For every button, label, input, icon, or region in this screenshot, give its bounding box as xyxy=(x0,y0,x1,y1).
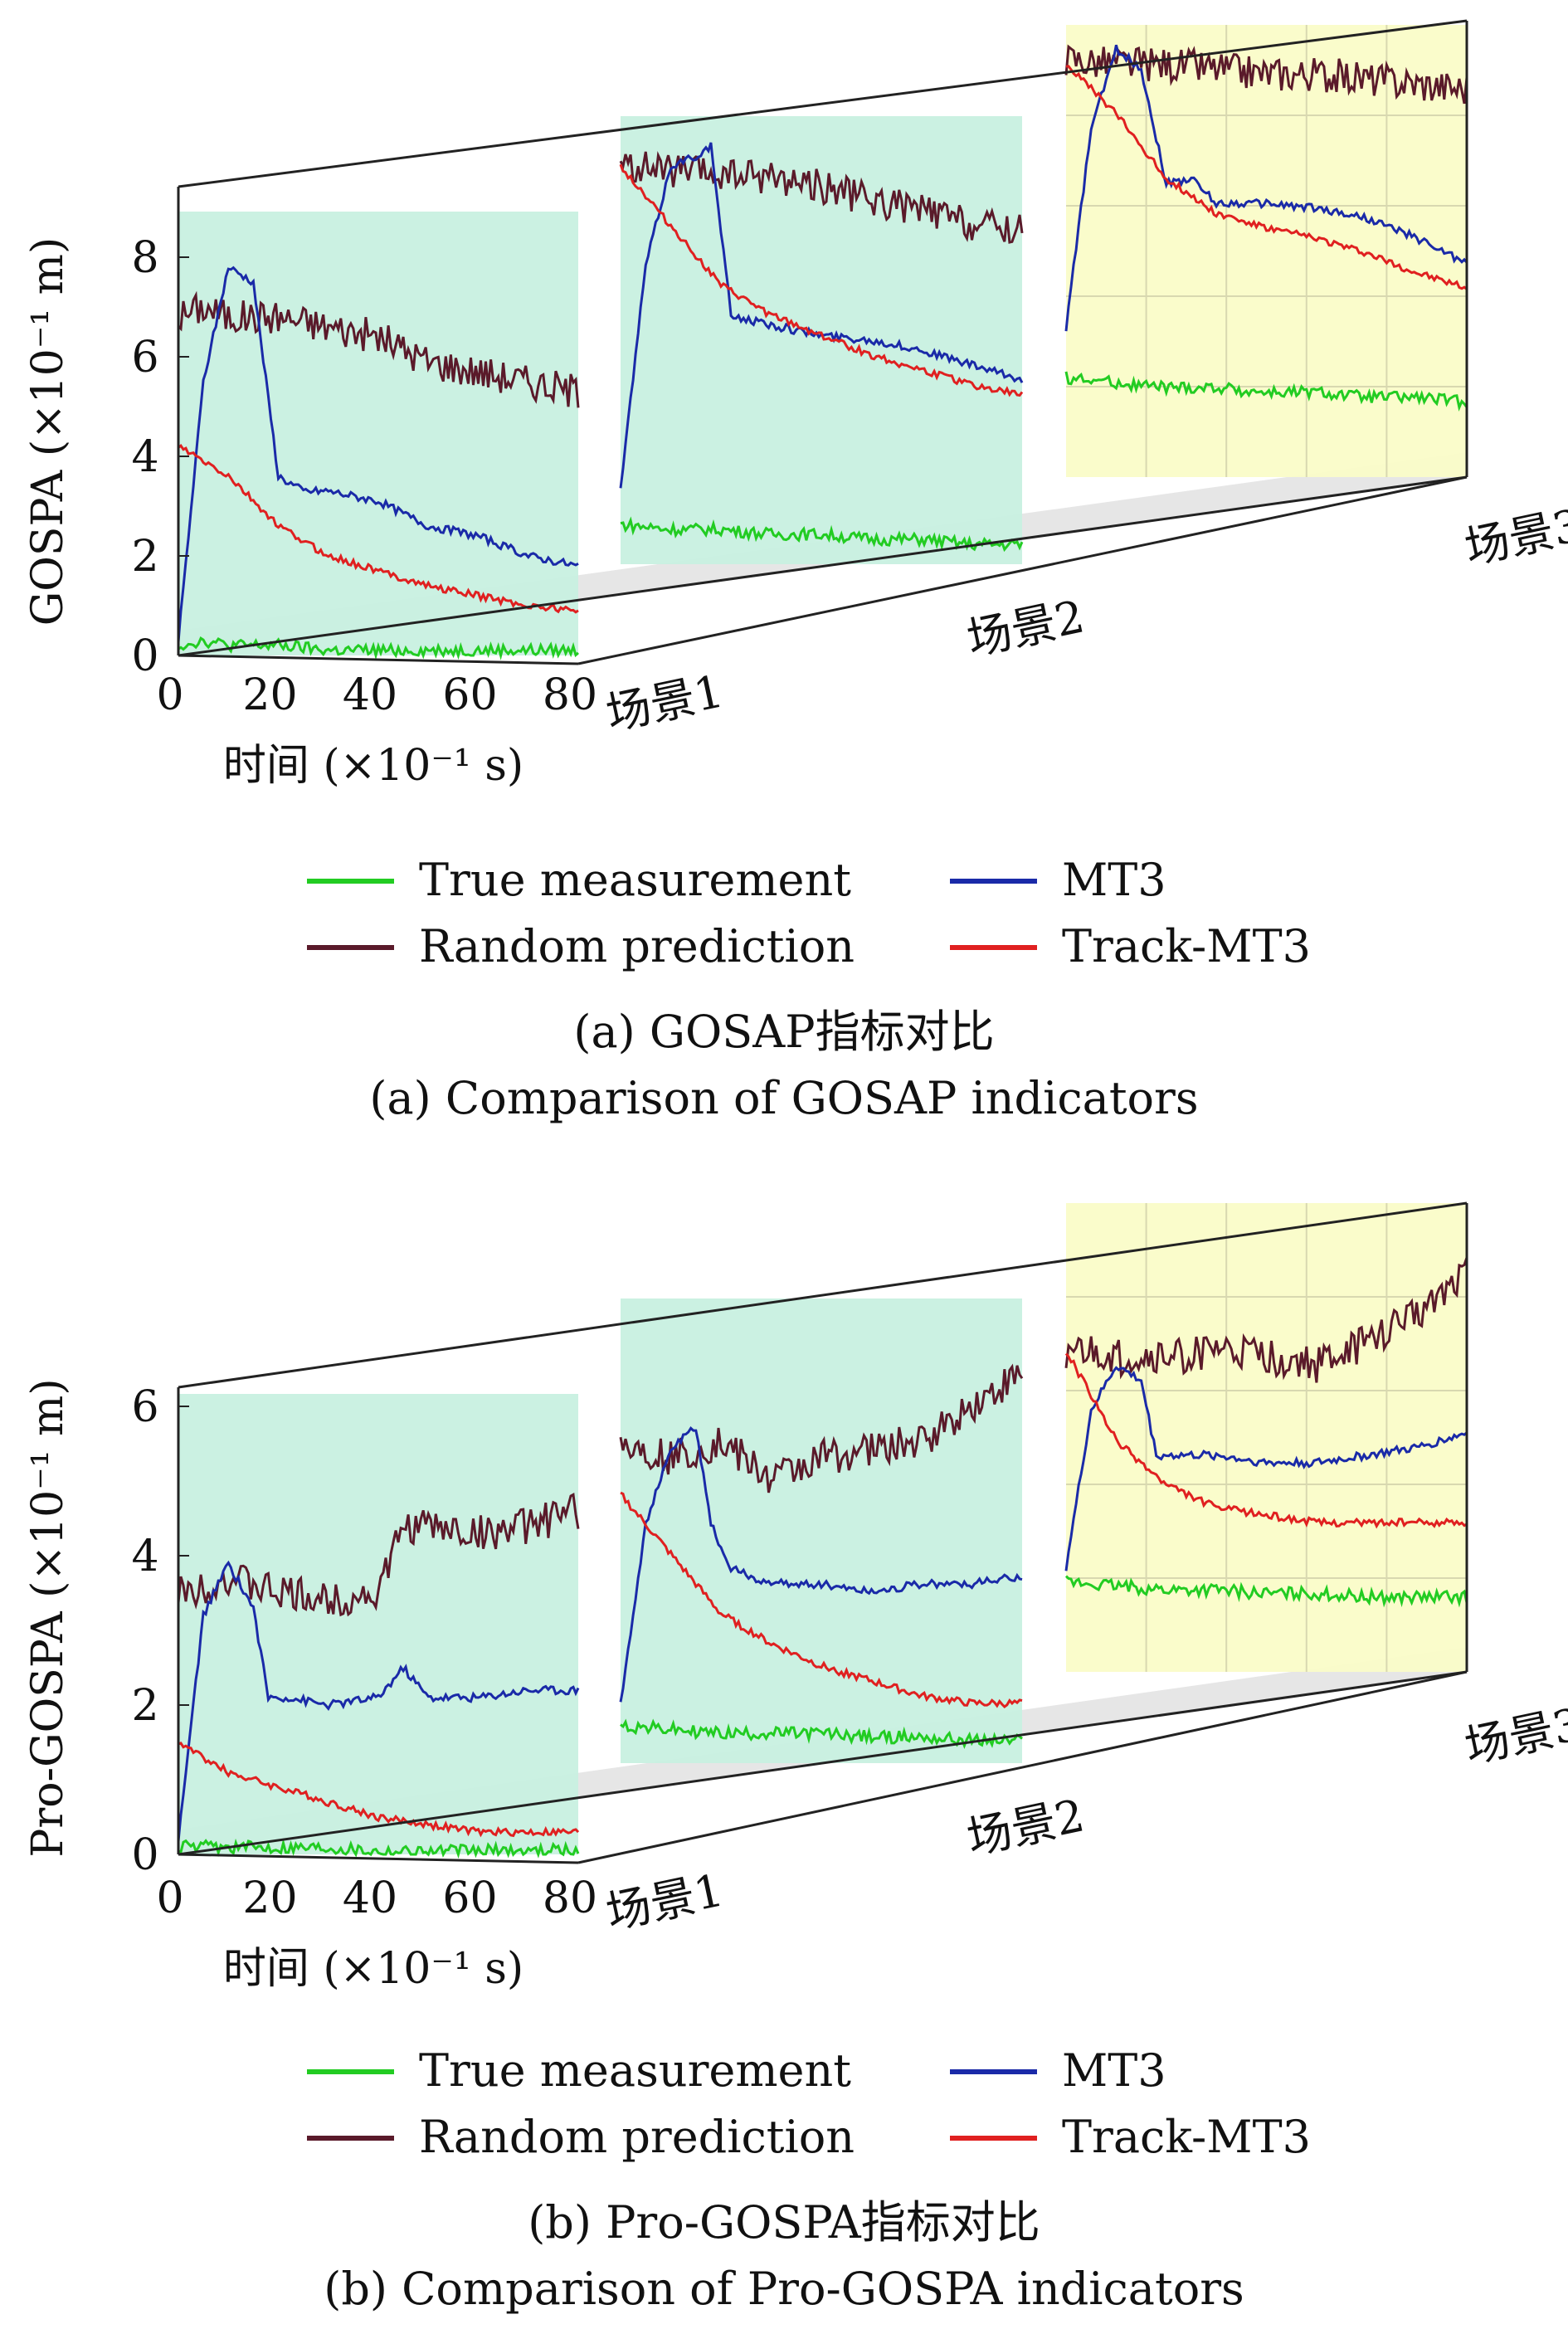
series-true-measurement-scene-2 xyxy=(620,516,1024,553)
y-tick-label: 2 xyxy=(131,532,158,582)
y-tick-label: 4 xyxy=(131,1532,158,1581)
scene-1-panel xyxy=(178,1394,578,1854)
y-tick-label: 0 xyxy=(131,1830,158,1880)
x-axis-line xyxy=(178,1853,579,1864)
legend-label: MT3 xyxy=(1062,2044,1166,2097)
series-random-prediction-scene-3 xyxy=(1064,44,1468,105)
x-tick-label: 80 xyxy=(543,670,597,720)
y-tick-label: 4 xyxy=(131,432,158,482)
x-tick-label: 20 xyxy=(242,670,297,720)
legend-label: Track-MT3 xyxy=(1062,2111,1311,2163)
series-mt3-scene-3 xyxy=(1064,1366,1468,1571)
series-random-prediction-scene-1 xyxy=(177,1493,580,1617)
x-tick-label: 60 xyxy=(442,670,497,720)
series-true-measurement-scene-3 xyxy=(1064,371,1468,412)
series-random-prediction-scene-2 xyxy=(619,150,1024,244)
scene-3-panel xyxy=(1066,1203,1467,1672)
box-top-edge xyxy=(178,19,1468,188)
y-tick-label: 0 xyxy=(131,631,158,681)
y-tick-label: 8 xyxy=(131,233,158,283)
legend-label: MT3 xyxy=(1062,854,1166,906)
box-bottom-edge xyxy=(178,475,1468,657)
y-tick-label: 6 xyxy=(131,333,158,382)
series-mt3-scene-1 xyxy=(177,266,579,643)
legend-label: Random prediction xyxy=(419,2111,855,2163)
x-tick-label: 0 xyxy=(156,670,183,720)
series-track-mt3-scene-1 xyxy=(178,1742,580,1838)
series-track-mt3-scene-3 xyxy=(1065,65,1468,290)
scene-label-2: 场景2 xyxy=(962,590,1088,665)
series-track-mt3-scene-2 xyxy=(620,1491,1023,1708)
box-bottom-edge xyxy=(178,1670,1468,1856)
legend-label: True measurement xyxy=(419,2044,851,2097)
legend-label: True measurement xyxy=(419,854,851,906)
scene-2-panel xyxy=(621,1298,1022,1763)
y-tick-label: 2 xyxy=(131,1681,158,1731)
caption-en: (a) Comparison of GOSAP indicators xyxy=(369,1072,1198,1124)
scene-label-1: 场景1 xyxy=(601,665,728,740)
x-tick-label: 80 xyxy=(543,1873,597,1923)
box-top-edge xyxy=(178,1201,1468,1389)
series-mt3-scene-2 xyxy=(619,1425,1023,1703)
scene-label-3: 场景3 xyxy=(1460,499,1568,574)
caption-cn: (b) Pro-GOSPA指标对比 xyxy=(528,2196,1040,2249)
x-tick-label: 40 xyxy=(343,1873,397,1923)
x-tick-label: 0 xyxy=(156,1873,183,1923)
series-random-prediction-scene-2 xyxy=(619,1363,1024,1493)
y-tick-label: 6 xyxy=(131,1382,158,1432)
x-tick-label: 20 xyxy=(242,1873,297,1923)
y-axis-label: Pro-GOSPA (×10⁻¹ m) xyxy=(23,1378,73,1857)
series-track-mt3-scene-3 xyxy=(1064,1352,1468,1529)
series-mt3-scene-3 xyxy=(1064,44,1468,332)
series-random-prediction-scene-1 xyxy=(177,290,580,408)
caption-en: (b) Comparison of Pro-GOSPA indicators xyxy=(324,2263,1244,2315)
legend-label: Random prediction xyxy=(419,920,855,972)
series-track-mt3-scene-1 xyxy=(178,444,579,614)
panel-a xyxy=(177,19,1468,950)
x-tick-label: 40 xyxy=(343,670,397,720)
x-axis-line xyxy=(178,654,579,665)
series-true-measurement-scene-1 xyxy=(178,636,579,660)
scene-1-panel xyxy=(178,212,578,655)
legend-label: Track-MT3 xyxy=(1062,920,1311,972)
x-tick-label: 60 xyxy=(442,1873,497,1923)
series-true-measurement-scene-3 xyxy=(1064,1575,1468,1608)
scene-3-panel xyxy=(1066,25,1467,477)
panel-b xyxy=(177,1201,1468,2141)
x-axis-label: 时间 (×10⁻¹ s) xyxy=(223,741,523,791)
x-axis-label: 时间 (×10⁻¹ s) xyxy=(223,1944,523,1994)
series-mt3-scene-1 xyxy=(177,1560,580,1842)
scene-2-panel xyxy=(621,116,1022,564)
series-true-measurement-scene-1 xyxy=(178,1838,580,1859)
series-true-measurement-scene-2 xyxy=(620,1718,1023,1749)
scene-label-3: 场景3 xyxy=(1460,1698,1568,1773)
series-random-prediction-scene-3 xyxy=(1064,1257,1468,1383)
series-track-mt3-scene-2 xyxy=(619,163,1024,397)
scene-label-2: 场景2 xyxy=(962,1789,1088,1864)
caption-cn: (a) GOSAP指标对比 xyxy=(573,1006,994,1058)
y-axis-label: GOSPA (×10⁻¹ m) xyxy=(23,237,73,626)
depth-axis-line xyxy=(577,1670,1468,1864)
scene-label-1: 场景1 xyxy=(601,1864,728,1939)
depth-axis-line xyxy=(577,475,1468,665)
